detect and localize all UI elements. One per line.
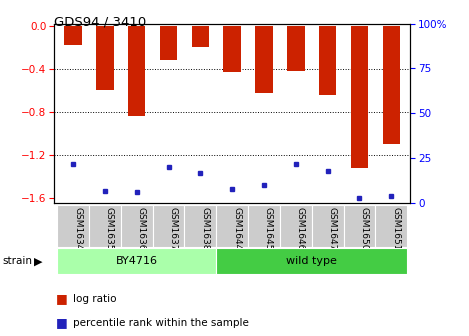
Text: GSM1634: GSM1634 — [73, 207, 82, 250]
Bar — [312, 205, 343, 247]
Bar — [96, 26, 113, 90]
Text: percentile rank within the sample: percentile rank within the sample — [73, 318, 249, 328]
Text: GSM1644: GSM1644 — [232, 207, 241, 250]
Text: GSM1636: GSM1636 — [136, 207, 146, 251]
Bar — [160, 26, 177, 60]
Bar — [121, 205, 152, 247]
Bar — [223, 26, 241, 72]
Text: GSM1646: GSM1646 — [296, 207, 305, 250]
Text: strain: strain — [2, 256, 32, 266]
Bar — [280, 205, 312, 247]
Bar — [64, 26, 82, 45]
Bar — [319, 26, 336, 94]
Text: ■: ■ — [56, 293, 68, 305]
Bar — [216, 248, 407, 274]
Text: GSM1635: GSM1635 — [105, 207, 114, 251]
Text: ▶: ▶ — [34, 256, 42, 266]
Text: GSM1638: GSM1638 — [200, 207, 209, 251]
Bar — [184, 205, 216, 247]
Bar — [351, 26, 368, 168]
Text: wild type: wild type — [286, 256, 337, 266]
Bar — [57, 205, 89, 247]
Text: log ratio: log ratio — [73, 294, 116, 304]
Text: ■: ■ — [56, 316, 68, 329]
Bar — [128, 26, 145, 116]
Bar — [191, 26, 209, 47]
Bar — [287, 26, 304, 71]
Text: GDS94 / 3410: GDS94 / 3410 — [54, 15, 146, 28]
Bar — [89, 205, 121, 247]
Text: GSM1637: GSM1637 — [168, 207, 177, 251]
Bar — [255, 26, 273, 93]
Text: GSM1651: GSM1651 — [391, 207, 400, 251]
Bar — [343, 205, 375, 247]
Bar — [383, 26, 400, 144]
Bar — [375, 205, 407, 247]
Bar — [57, 248, 216, 274]
Text: BY4716: BY4716 — [116, 256, 158, 266]
Text: GSM1645: GSM1645 — [264, 207, 273, 250]
Text: GSM1647: GSM1647 — [328, 207, 337, 250]
Bar — [152, 205, 184, 247]
Bar — [216, 205, 248, 247]
Bar — [248, 205, 280, 247]
Text: GSM1650: GSM1650 — [359, 207, 369, 251]
